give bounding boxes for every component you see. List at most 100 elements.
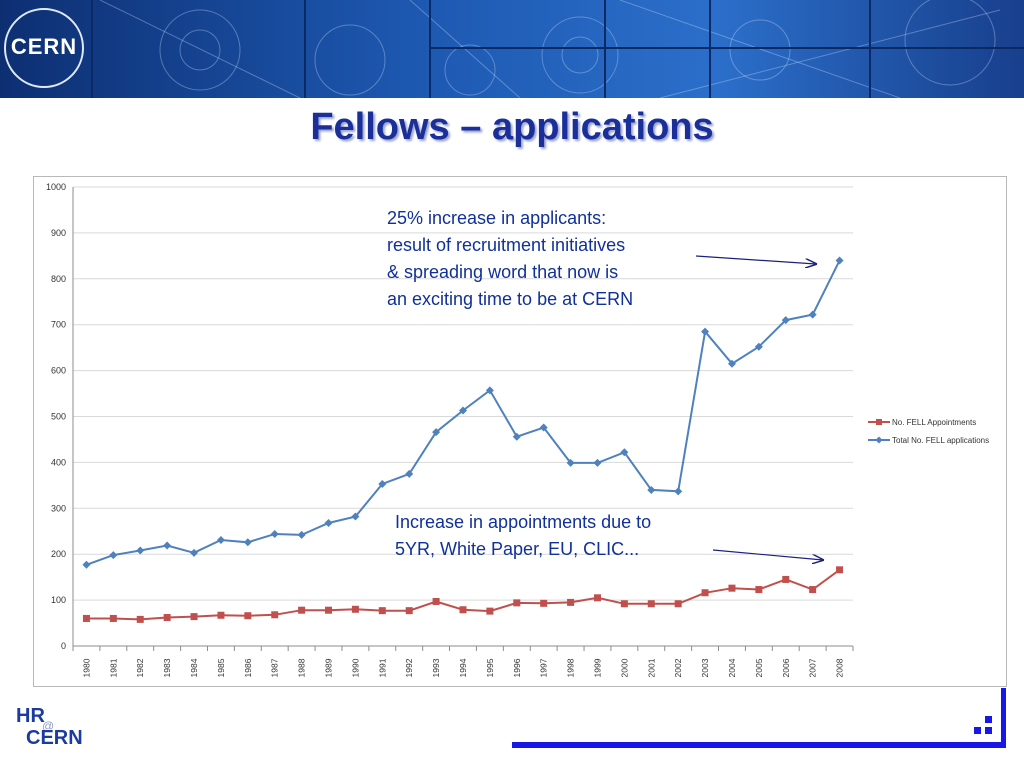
data-point: [459, 406, 467, 415]
applicants-arrow: [695, 255, 816, 264]
y-tick-label: 1000: [46, 182, 66, 192]
data-point: [540, 599, 548, 607]
appointments-arrow: [712, 549, 823, 560]
data-point: [485, 386, 494, 395]
data-point: [620, 600, 628, 608]
x-tick-label: 1996: [512, 658, 522, 677]
data-point: [432, 597, 440, 605]
data-point: [270, 530, 279, 539]
x-tick-label: 1998: [566, 658, 576, 677]
x-tick-label: 1990: [350, 658, 360, 677]
data-point: [513, 599, 521, 607]
data-point: [163, 614, 171, 622]
applicants-annotation-line: 25% increase in applicants:: [387, 208, 607, 228]
x-tick-label: 1993: [431, 658, 441, 677]
y-tick-label: 200: [51, 549, 66, 559]
x-tick-label: 1980: [81, 658, 91, 677]
accent-bar-horizontal: [512, 742, 1006, 748]
x-tick-label: 1997: [539, 658, 549, 677]
data-point: [835, 256, 844, 265]
x-tick-label: 1992: [404, 658, 414, 677]
data-point: [809, 586, 817, 594]
line-chart: 0 100 200 300 400 500 600 700 800 900 1000 1980 1981…: [46, 182, 989, 677]
applicants-annotation-line: an exciting time to be at CERN: [387, 289, 634, 309]
applicants-annotation: 25% increase in applicants: result of re…: [387, 205, 717, 313]
data-point: [82, 560, 91, 569]
legend-label: Total No. FELL applications: [892, 436, 989, 445]
y-tick-label: 700: [51, 320, 66, 330]
x-tick-label: 1999: [592, 658, 602, 677]
data-point: [82, 614, 90, 622]
data-point: [701, 589, 709, 597]
x-tick-label: 2004: [727, 658, 737, 677]
data-point: [216, 535, 225, 544]
physics-collage-image: [91, 0, 1024, 98]
data-point: [674, 600, 682, 608]
data-point: [136, 546, 145, 555]
y-tick-label: 400: [51, 457, 66, 467]
hr-logo-at: @: [42, 719, 55, 733]
data-point: [190, 613, 198, 621]
data-point: [755, 586, 763, 594]
data-point: [566, 458, 575, 467]
data-point: [325, 606, 333, 614]
data-point: [781, 316, 790, 325]
x-tick-label: 2001: [646, 658, 656, 677]
cern-logo-ring-icon: [4, 8, 84, 88]
x-tick-label: 1989: [324, 658, 334, 677]
data-point: [808, 310, 817, 319]
y-tick-label: 800: [51, 274, 66, 284]
x-tick-label: 1985: [216, 658, 226, 677]
data-point: [405, 607, 413, 615]
data-point: [593, 594, 601, 602]
x-tick-label: 2007: [808, 658, 818, 677]
hr-logo-text: HR: [16, 705, 45, 727]
x-tick-label: 2008: [835, 658, 845, 677]
y-tick-label: 300: [51, 503, 66, 513]
legend-marker: [876, 419, 882, 425]
y-tick-label: 900: [51, 228, 66, 238]
data-point: [701, 327, 710, 336]
data-point: [109, 551, 118, 560]
data-point: [298, 606, 306, 614]
data-point: [136, 615, 144, 623]
data-point: [244, 612, 252, 620]
x-tick-label: 1994: [458, 658, 468, 677]
data-point: [109, 614, 117, 622]
x-tick-label: 2005: [754, 658, 764, 677]
applicants-annotation-line: result of recruitment initiatives: [387, 235, 626, 255]
data-point: [539, 423, 548, 432]
data-point: [674, 487, 683, 496]
data-point: [378, 607, 386, 615]
x-tick-label: 2006: [781, 658, 791, 677]
x-tick-label: 1991: [377, 658, 387, 677]
data-point: [593, 458, 602, 467]
data-point: [647, 600, 655, 608]
y-tick-label: 500: [51, 412, 66, 422]
accent-bar-vertical: [1001, 688, 1006, 748]
data-point: [297, 530, 306, 539]
appointments-annotation: Increase in appointments due to 5YR, Whi…: [395, 509, 735, 563]
data-point: [459, 606, 467, 614]
data-point: [727, 359, 736, 368]
data-point: [190, 548, 199, 557]
x-tick-label: 1987: [270, 658, 280, 677]
data-point: [512, 432, 521, 441]
data-point: [620, 448, 629, 457]
data-point: [567, 598, 575, 606]
y-tick-label: 0: [61, 641, 66, 651]
data-point: [405, 469, 414, 478]
data-point: [217, 611, 225, 619]
legend-label: No. FELL Appointments: [892, 418, 976, 427]
x-tick-label: 1981: [108, 658, 118, 677]
x-tick-label: 1988: [297, 658, 307, 677]
accent-square-icon: [985, 716, 992, 723]
data-point: [351, 512, 360, 521]
data-point: [163, 541, 172, 550]
x-tick-label: 1984: [189, 658, 199, 677]
data-point: [378, 479, 387, 488]
x-tick-label: 1995: [485, 658, 495, 677]
accent-square-icon: [974, 727, 981, 734]
cern-logo: CERN: [10, 34, 78, 59]
header-banner: CERN: [0, 0, 1024, 98]
